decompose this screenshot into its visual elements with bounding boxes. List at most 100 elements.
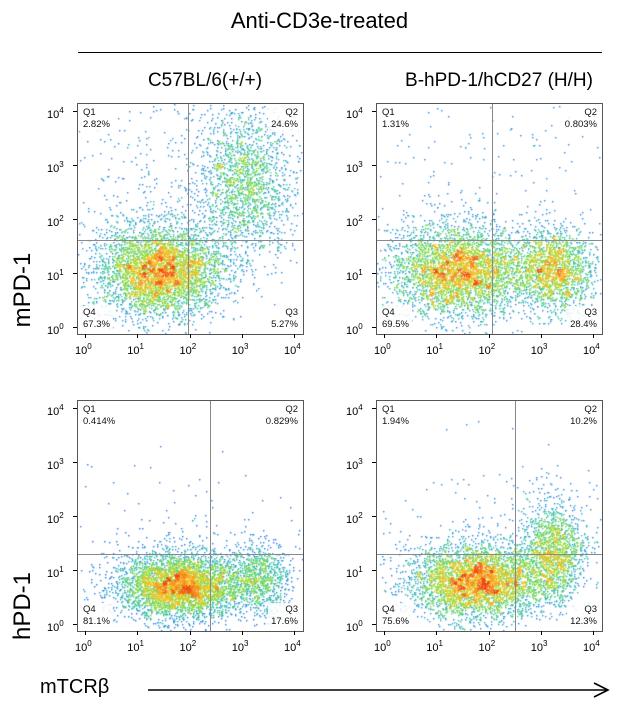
x-tick-mark — [85, 631, 86, 635]
x-tick-label: 104 — [583, 342, 600, 357]
quadrant-percent: 0.803% — [564, 119, 597, 130]
quadrant-name: Q2 — [584, 404, 597, 415]
quadrant-label-q3: Q3 12.3% — [567, 603, 600, 629]
x-tick-label: 102 — [478, 342, 496, 357]
x-tick-mark — [488, 334, 490, 338]
quadrant-name: Q1 — [382, 404, 395, 415]
y-tick-label: 103 — [346, 457, 363, 472]
y-tick-mark — [372, 624, 376, 625]
y-tick-label: 101 — [47, 565, 64, 580]
x-tick-label: 101 — [426, 639, 443, 654]
quadrant-gate-horizontal — [377, 240, 602, 241]
y-tick-label: 100 — [47, 322, 64, 337]
quadrant-label-q4: Q4 75.6% — [379, 603, 412, 629]
x-tick-label: 100 — [75, 342, 92, 357]
y-tick-mark — [73, 219, 77, 220]
quadrant-label-q2: Q2 0.803% — [561, 106, 600, 132]
quadrant-label-q3: Q3 28.4% — [567, 306, 600, 332]
flow-plot-2: Q1 1.31% Q2 0.803% Q3 28.4% Q4 69.5% — [376, 103, 603, 335]
x-tick-mark — [436, 334, 438, 338]
x-tick-mark — [137, 631, 139, 635]
quadrant-name: Q3 — [285, 604, 298, 615]
x-tick-label: 103 — [231, 639, 249, 654]
quadrant-name: Q3 — [584, 604, 597, 615]
x-tick-mark — [384, 631, 385, 635]
quadrant-name: Q2 — [285, 107, 298, 118]
quadrant-label-q1: Q1 1.94% — [379, 403, 412, 429]
quadrant-name: Q2 — [285, 404, 298, 415]
y-tick-label: 101 — [346, 565, 363, 580]
x-tick-mark — [137, 334, 139, 338]
quadrant-percent: 1.94% — [382, 416, 409, 427]
quadrant-name: Q2 — [584, 107, 597, 118]
column-label-humanized: B-hPD-1/hCD27 (H/H) — [405, 70, 593, 91]
x-tick-mark — [294, 631, 295, 635]
quadrant-name: Q1 — [83, 107, 96, 118]
quadrant-label-q4: Q4 67.3% — [80, 306, 113, 332]
quadrant-gate-vertical — [210, 401, 211, 631]
y-tick-mark — [73, 462, 77, 463]
x-tick-mark — [241, 631, 243, 635]
quadrant-name: Q1 — [83, 404, 96, 415]
quadrant-percent: 24.6% — [271, 119, 298, 130]
quadrant-percent: 75.6% — [382, 616, 409, 627]
quadrant-name: Q4 — [382, 307, 395, 318]
y-tick-label: 104 — [47, 403, 64, 418]
x-tick-mark — [540, 631, 542, 635]
quadrant-label-q2: Q2 10.2% — [567, 403, 600, 429]
x-tick-mark — [593, 334, 594, 338]
quadrant-percent: 1.31% — [382, 119, 409, 130]
flow-plot-3: Q1 0.414% Q2 0.829% Q3 17.6% Q4 81.1% — [77, 400, 304, 632]
x-tick-label: 100 — [75, 639, 92, 654]
y-tick-mark — [372, 165, 376, 166]
title-underline — [78, 52, 602, 53]
quadrant-percent: 28.4% — [570, 319, 597, 330]
x-tick-mark — [384, 334, 385, 338]
quadrant-percent: 0.829% — [265, 416, 298, 427]
x-axis-label: mTCRβ — [40, 676, 110, 698]
y-tick-label: 100 — [47, 619, 64, 634]
quadrant-name: Q4 — [382, 604, 395, 615]
quadrant-label-q3: Q3 5.27% — [268, 306, 301, 332]
quadrant-gate-horizontal — [377, 554, 602, 555]
y-tick-mark — [372, 111, 376, 112]
x-tick-mark — [85, 334, 86, 338]
quadrant-percent: 81.1% — [83, 616, 110, 627]
y-tick-label: 103 — [346, 160, 363, 175]
x-tick-label: 104 — [284, 342, 301, 357]
x-tick-label: 103 — [530, 639, 548, 654]
x-tick-mark — [436, 631, 438, 635]
y-tick-mark — [372, 219, 376, 220]
x-tick-label: 104 — [284, 639, 301, 654]
x-tick-label: 101 — [426, 342, 443, 357]
y-tick-label: 104 — [47, 106, 64, 121]
x-tick-label: 102 — [179, 639, 197, 654]
quadrant-gate-horizontal — [78, 240, 303, 241]
quadrant-name: Q3 — [584, 307, 597, 318]
x-tick-mark — [189, 334, 191, 338]
flow-plot-4: Q1 1.94% Q2 10.2% Q3 12.3% Q4 75.6% — [376, 400, 603, 632]
quadrant-gate-vertical — [492, 104, 493, 334]
x-tick-label: 103 — [231, 342, 249, 357]
quadrant-percent: 2.82% — [83, 119, 110, 130]
x-tick-label: 100 — [374, 342, 391, 357]
y-tick-label: 102 — [346, 511, 363, 526]
quadrant-percent: 0.414% — [83, 416, 116, 427]
y-tick-label: 100 — [346, 619, 363, 634]
y-tick-mark — [372, 327, 376, 328]
x-tick-label: 102 — [478, 639, 496, 654]
y-tick-mark — [372, 408, 376, 409]
x-axis-arrow — [148, 682, 610, 698]
x-tick-mark — [241, 334, 243, 338]
y-tick-label: 103 — [47, 457, 64, 472]
y-tick-mark — [372, 273, 376, 274]
y-tick-mark — [73, 273, 77, 274]
quadrant-name: Q1 — [382, 107, 395, 118]
scatter-density — [377, 104, 602, 334]
x-tick-mark — [189, 631, 191, 635]
quadrant-label-q1: Q1 1.31% — [379, 106, 412, 132]
y-tick-mark — [73, 570, 77, 571]
x-tick-mark — [488, 631, 490, 635]
quadrant-gate-horizontal — [78, 554, 303, 555]
row-label-mpd1: mPD-1 — [9, 252, 36, 328]
